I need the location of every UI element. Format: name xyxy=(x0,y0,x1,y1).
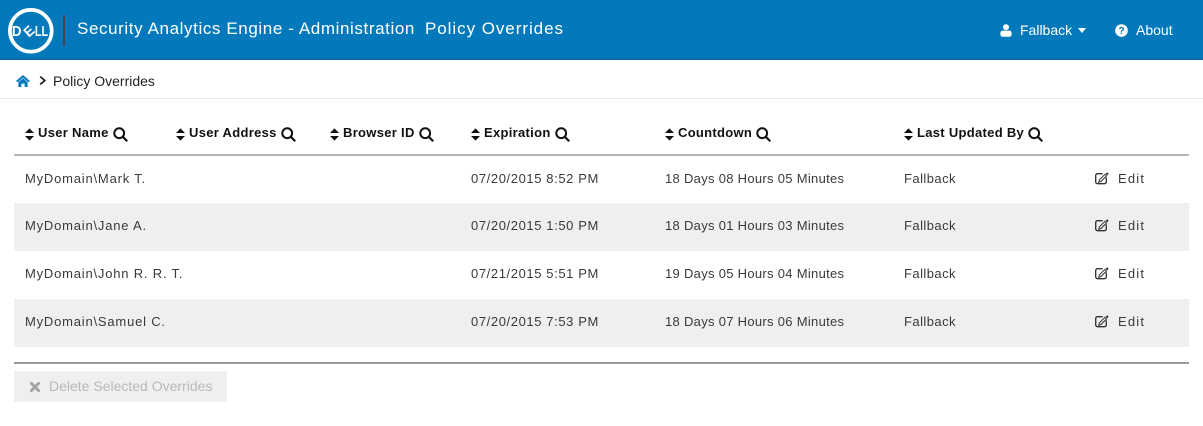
svg-text:D: D xyxy=(12,24,22,40)
svg-text:LL: LL xyxy=(35,24,48,40)
svg-text:?: ? xyxy=(1119,26,1125,37)
